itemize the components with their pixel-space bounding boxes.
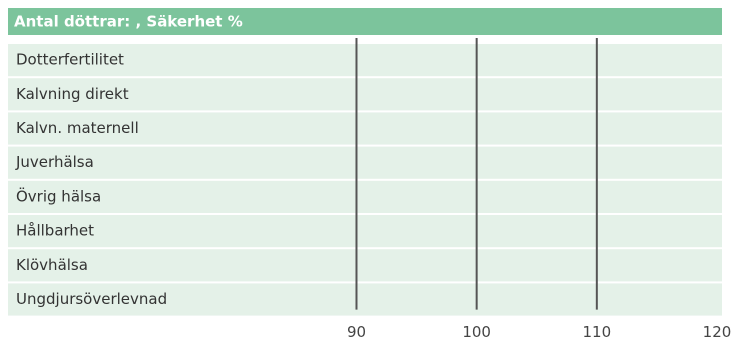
- row-label: Klövhälsa: [16, 256, 88, 274]
- x-tick-label: 110: [583, 323, 612, 341]
- row-label: Kalvning direkt: [16, 85, 129, 103]
- row-background: [8, 180, 722, 213]
- row-background: [8, 249, 722, 282]
- row-background: [8, 283, 722, 316]
- row-background: [8, 112, 722, 145]
- x-tick-label: 120: [703, 323, 732, 341]
- row-background: [8, 44, 722, 77]
- row-label: Övrig hälsa: [16, 186, 101, 205]
- header-bar: [8, 8, 722, 35]
- x-tick-label: 90: [347, 323, 366, 341]
- row-label: Hållbarhet: [16, 222, 94, 240]
- row-label: Dotterfertilitet: [16, 51, 124, 69]
- row-background: [8, 215, 722, 248]
- row-label: Juverhälsa: [15, 153, 94, 171]
- x-tick-label: 100: [462, 323, 491, 341]
- row-background: [8, 78, 722, 111]
- row-label: Kalvn. maternell: [16, 119, 139, 137]
- row-background: [8, 146, 722, 179]
- row-label: Ungdjursöverlevnad: [16, 290, 167, 308]
- chart-title: Antal döttrar: , Säkerhet %: [14, 13, 243, 31]
